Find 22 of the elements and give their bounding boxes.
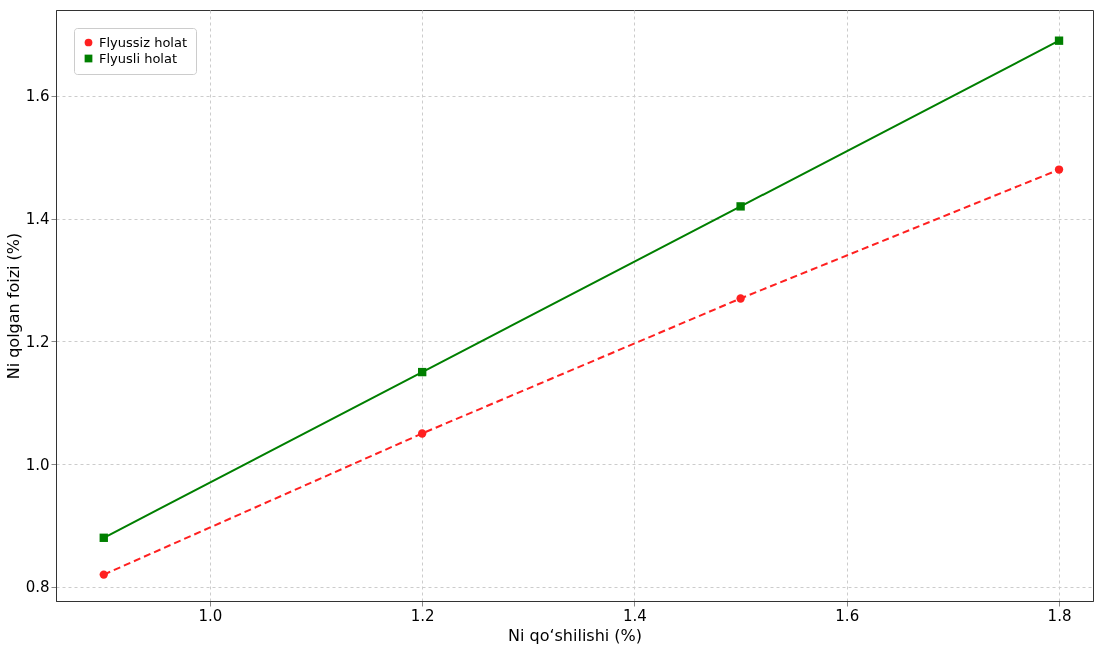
y-tick-label: 1.6 xyxy=(25,87,50,106)
x-tick-label: 1.2 xyxy=(410,606,435,625)
point xyxy=(418,367,427,377)
point xyxy=(418,429,427,438)
point xyxy=(99,570,108,579)
point xyxy=(736,202,745,211)
x-tick-label: 1.6 xyxy=(835,606,860,625)
y-tick-label: 1.4 xyxy=(25,210,50,229)
point xyxy=(736,294,745,303)
x-tick-label: 1.4 xyxy=(623,606,647,625)
x-tick-label: 1.0 xyxy=(198,606,223,625)
y-tick-label: 1.2 xyxy=(25,332,50,351)
point xyxy=(1054,36,1064,45)
point xyxy=(1054,165,1064,174)
x-tick-label: 1.8 xyxy=(1047,606,1072,625)
legend-label: Flyussiz holat xyxy=(99,34,188,50)
legend-label: Flyusli holat xyxy=(99,50,178,66)
y-tick-label: 0.8 xyxy=(25,578,50,597)
y-axis-title: Ni qolgan foizi (%) xyxy=(3,232,23,380)
x-axis-title: Ni qo‘shilishi (%) xyxy=(507,625,643,645)
point xyxy=(99,533,108,542)
y-tick-label: 1.0 xyxy=(25,455,50,474)
